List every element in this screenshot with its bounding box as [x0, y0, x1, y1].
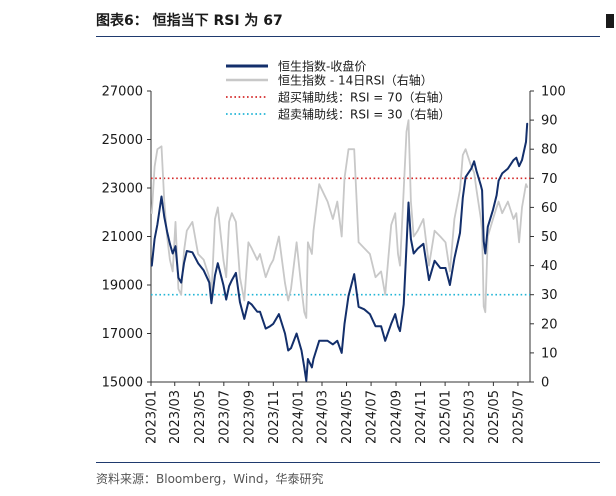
legend-label: 超卖辅助线：RSI = 30（右轴） — [278, 107, 450, 122]
hsi-close-line — [150, 122, 529, 382]
y-right-tick-label: 40 — [541, 259, 558, 274]
title-bar: 图表6： 恒指当下 RSI 为 67 — [96, 8, 600, 37]
x-tick-label: 2023/05 — [193, 390, 208, 444]
x-tick-label: 2023/07 — [217, 390, 232, 444]
y-right-tick-label: 70 — [541, 172, 558, 187]
y-left-tick-label: 15000 — [102, 376, 143, 391]
x-tick-label: 2023/01 — [145, 390, 160, 444]
x-tick-label: 2025/01 — [439, 390, 454, 444]
chart-title: 图表6： 恒指当下 RSI 为 67 — [96, 13, 283, 29]
y-right-tick-label: 90 — [541, 114, 558, 129]
y-left-tick-label: 27000 — [102, 85, 143, 100]
y-right-tick-label: 50 — [541, 230, 558, 245]
y-left-tick-label: 25000 — [102, 133, 143, 148]
x-tick-label: 2025/05 — [487, 390, 502, 444]
rsi-line — [150, 119, 529, 319]
y-left-tick-label: 17000 — [102, 327, 143, 342]
y-left-tick-label: 21000 — [102, 230, 143, 245]
x-tick-label: 2025/07 — [511, 390, 526, 444]
y-right-tick-label: 80 — [541, 143, 558, 158]
y-left-tick-label: 23000 — [102, 182, 143, 197]
reference-lines — [151, 177, 530, 296]
footer-rule — [96, 462, 600, 463]
y-right-tick-label: 100 — [541, 85, 566, 100]
y-right-tick-label: 60 — [541, 201, 558, 216]
x-tick-label: 2024/07 — [365, 390, 380, 444]
x-tick-label: 2024/09 — [390, 390, 405, 444]
y-right-tick-label: 30 — [541, 288, 558, 303]
edge-mark — [606, 14, 614, 28]
x-tick-label: 2023/03 — [168, 390, 183, 444]
y-right-tick-label: 10 — [541, 346, 558, 361]
x-tick-label: 2023/09 — [242, 390, 257, 444]
source-note: 资料来源：Bloomberg，Wind，华泰研究 — [96, 472, 324, 486]
legend-label: 恒生指数-收盘价 — [278, 59, 366, 74]
y-left-tick-label: 19000 — [102, 279, 143, 294]
x-tick-label: 2024/03 — [315, 390, 330, 444]
x-tick-label: 2024/05 — [340, 390, 355, 444]
y-right-tick-label: 0 — [541, 376, 549, 391]
axes-layer: 15000 17000 19000 21000 23000 25000 27000 0 10 20… — [102, 85, 566, 445]
x-tick-label: 2023/11 — [267, 390, 282, 444]
series-layer — [150, 119, 529, 382]
x-tick-label: 2024/01 — [291, 390, 306, 444]
x-tick-label: 2024/11 — [414, 390, 429, 444]
y-right-tick-label: 20 — [541, 317, 558, 332]
legend-label: 超买辅助线：RSI = 70（右轴） — [278, 90, 450, 105]
legend-label: 恒生指数 - 14日RSI（右轴） — [278, 73, 433, 88]
x-tick-label: 2025/03 — [462, 390, 477, 444]
